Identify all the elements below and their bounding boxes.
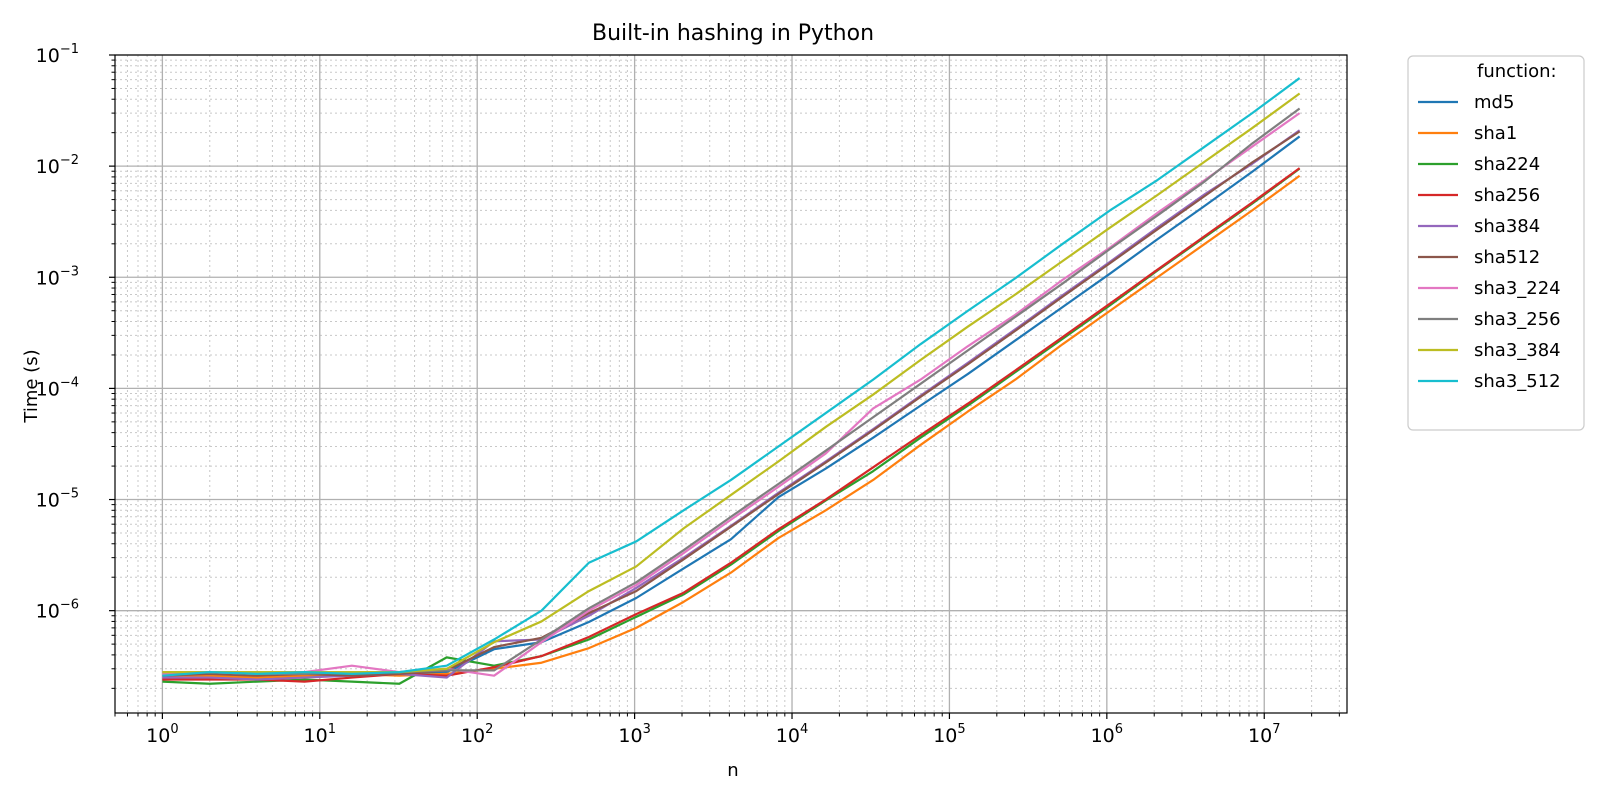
series-line-sha3_384	[162, 92, 1301, 674]
series-line-sha512	[162, 130, 1301, 677]
series-line-sha3_512	[162, 77, 1301, 677]
x-tick-label: 106	[1091, 722, 1123, 747]
chart-title: Built-in hashing in Python	[592, 21, 874, 46]
y-tick-label: 10−5	[36, 487, 79, 512]
legend-label-sha384: sha384	[1474, 216, 1540, 237]
legend: function: md5 sha1 sha224 sha256 sha384 sha51…	[1407, 55, 1585, 431]
x-tick-label: 107	[1248, 722, 1280, 747]
y-tick-label: 10−2	[36, 153, 79, 178]
series-lines	[162, 77, 1301, 685]
y-tick-label: 10−6	[36, 598, 79, 623]
x-tick-label: 101	[304, 722, 336, 747]
legend-label-sha256: sha256	[1474, 185, 1540, 206]
y-tick-label: 10−1	[36, 42, 79, 67]
x-tick-label: 102	[461, 722, 493, 747]
legend-frame	[1407, 55, 1585, 431]
legend-label-sha3_224: sha3_224	[1474, 278, 1561, 299]
legend-title: function:	[1477, 61, 1557, 82]
legend-label-sha3_256: sha3_256	[1474, 309, 1561, 330]
x-tick-label: 105	[933, 722, 965, 747]
plot-frame	[114, 54, 1348, 714]
series-line-sha256	[162, 167, 1301, 683]
legend-label-sha3_384: sha3_384	[1474, 340, 1561, 361]
legend-label-sha1: sha1	[1474, 123, 1517, 144]
y-axis: 10−6 10−5 10−4 10−3 10−2 10−1	[36, 42, 115, 689]
legend-label-md5: md5	[1474, 92, 1514, 113]
x-axis: 100 101 102 103 104 105 106 107	[114, 713, 1340, 747]
x-tick-label: 100	[146, 722, 178, 747]
legend-label-sha3_512: sha3_512	[1474, 371, 1561, 392]
y-tick-label: 10−4	[36, 375, 79, 400]
legend-label-sha512: sha512	[1474, 247, 1540, 268]
y-axis-label: Time (s)	[21, 349, 42, 423]
x-tick-label: 104	[776, 722, 808, 747]
series-line-sha224	[162, 167, 1301, 685]
x-tick-label: 103	[618, 722, 650, 747]
legend-label-sha224: sha224	[1474, 154, 1540, 175]
legend-items: md5 sha1 sha224 sha256 sha384 sha512 sha3_224s…	[1418, 92, 1561, 392]
y-tick-label: 10−3	[36, 264, 79, 289]
x-axis-label: n	[727, 760, 738, 781]
